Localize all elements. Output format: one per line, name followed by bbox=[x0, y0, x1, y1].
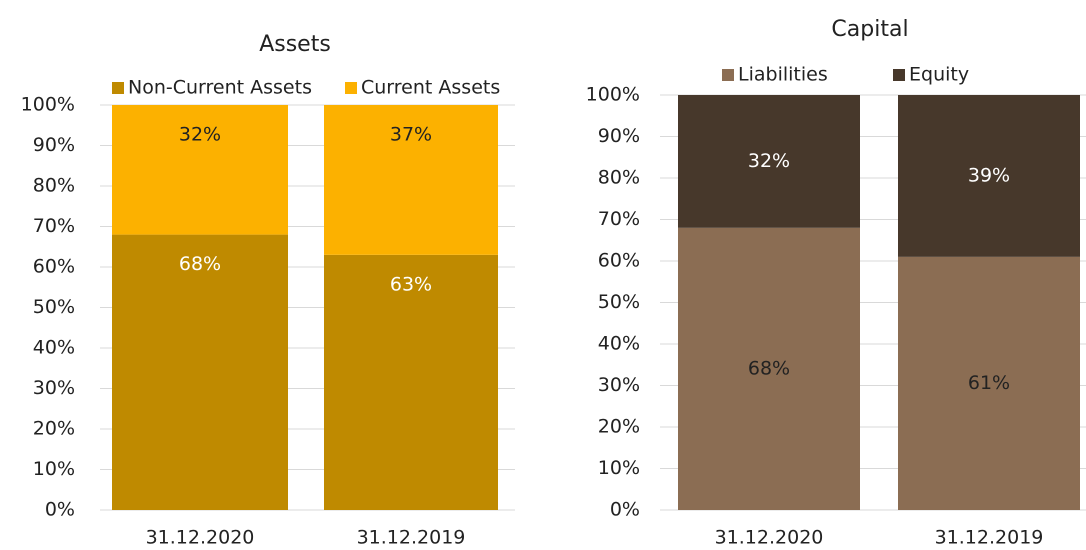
legend-swatch bbox=[722, 69, 734, 81]
legend-swatch bbox=[112, 82, 124, 94]
y-tick-label: 0% bbox=[610, 499, 640, 521]
bar-segment bbox=[898, 256, 1080, 510]
y-tick-label: 80% bbox=[33, 175, 75, 197]
y-tick-label: 60% bbox=[598, 250, 640, 272]
data-label: 68% bbox=[179, 253, 221, 275]
y-tick-label: 0% bbox=[45, 499, 75, 521]
x-tick-label: 31.12.2019 bbox=[935, 527, 1044, 549]
y-tick-label: 20% bbox=[33, 418, 75, 440]
legend-swatch bbox=[345, 82, 357, 94]
y-tick-label: 100% bbox=[21, 94, 75, 116]
data-label: 61% bbox=[968, 372, 1010, 394]
legend-label: Non-Current Assets bbox=[128, 77, 312, 99]
x-tick-label: 31.12.2020 bbox=[715, 527, 824, 549]
y-tick-label: 100% bbox=[586, 84, 640, 106]
bar-segment bbox=[112, 234, 288, 510]
bar-segment bbox=[678, 227, 860, 511]
data-label: 32% bbox=[179, 124, 221, 146]
y-tick-label: 70% bbox=[598, 208, 640, 230]
chart-title: Capital bbox=[831, 17, 908, 42]
y-tick-label: 40% bbox=[598, 333, 640, 355]
y-tick-label: 10% bbox=[33, 458, 75, 480]
bar-segment bbox=[324, 105, 498, 255]
bar-segment bbox=[112, 105, 288, 235]
x-tick-label: 31.12.2020 bbox=[146, 527, 255, 549]
y-tick-label: 90% bbox=[33, 134, 75, 156]
data-label: 68% bbox=[748, 357, 790, 379]
legend-label: Liabilities bbox=[738, 64, 828, 86]
y-tick-label: 70% bbox=[33, 215, 75, 237]
y-tick-label: 50% bbox=[598, 291, 640, 313]
data-label: 63% bbox=[390, 273, 432, 295]
y-tick-label: 80% bbox=[598, 167, 640, 189]
y-tick-label: 30% bbox=[598, 374, 640, 396]
legend-label: Equity bbox=[909, 64, 969, 86]
bar-segment bbox=[324, 254, 498, 510]
data-label: 39% bbox=[968, 164, 1010, 186]
chart-title: Assets bbox=[259, 32, 331, 57]
legend-swatch bbox=[893, 69, 905, 81]
y-tick-label: 20% bbox=[598, 416, 640, 438]
data-label: 32% bbox=[748, 150, 790, 172]
y-tick-label: 40% bbox=[33, 337, 75, 359]
y-tick-label: 10% bbox=[598, 457, 640, 479]
bar-segment bbox=[898, 95, 1080, 257]
y-tick-label: 30% bbox=[33, 377, 75, 399]
bar-segment bbox=[678, 95, 860, 228]
legend-label: Current Assets bbox=[361, 77, 500, 99]
y-tick-label: 60% bbox=[33, 256, 75, 278]
data-label: 37% bbox=[390, 124, 432, 146]
y-tick-label: 50% bbox=[33, 296, 75, 318]
x-tick-label: 31.12.2019 bbox=[357, 527, 466, 549]
y-tick-label: 90% bbox=[598, 125, 640, 147]
